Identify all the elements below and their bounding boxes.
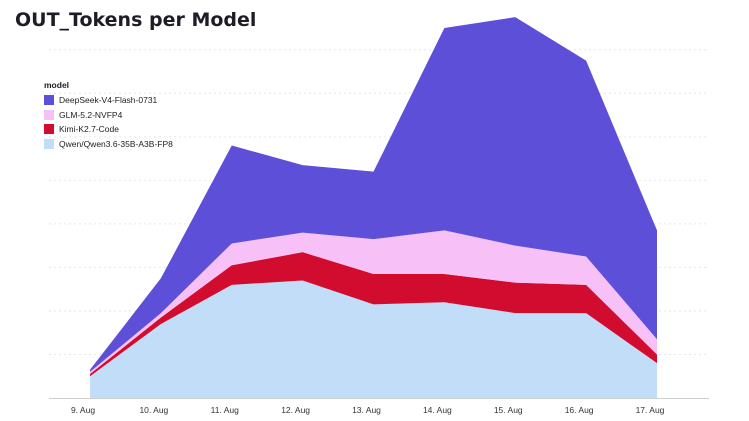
legend-label: DeepSeek-V4-Flash-0731	[59, 95, 158, 106]
legend: model DeepSeek-V4-Flash-0731 GLM-5.2-NVFP…	[44, 80, 173, 151]
series-area-2	[90, 230, 657, 375]
legend-swatch	[44, 95, 54, 106]
legend-label: GLM-5.2-NVFP4	[59, 109, 123, 120]
x-tick-label: 14. Aug	[423, 405, 452, 415]
chart-title: OUT_Tokens per Model	[15, 9, 257, 31]
legend-label: Kimi-K2.7-Code	[59, 124, 119, 135]
series-area-1	[90, 252, 657, 377]
legend-swatch	[44, 124, 54, 135]
legend-swatch	[44, 138, 54, 149]
x-tick-label: 15. Aug	[494, 405, 523, 415]
legend-item[interactable]: GLM-5.2-NVFP4	[44, 108, 173, 123]
legend-swatch	[44, 109, 54, 120]
legend-label: Qwen/Qwen3.6-35B-A3B-FP8	[59, 138, 173, 149]
legend-item[interactable]: Qwen/Qwen3.6-35B-A3B-FP8	[44, 137, 173, 152]
legend-item[interactable]: Kimi-K2.7-Code	[44, 122, 173, 137]
x-tick-label: 13. Aug	[352, 405, 381, 415]
x-tick-label: 11. Aug	[211, 405, 239, 415]
x-tick-label: 16. Aug	[565, 405, 594, 415]
x-tick-label: 9. Aug	[71, 405, 95, 415]
x-tick-label: 12. Aug	[281, 405, 310, 415]
x-tick-label: 17. Aug	[636, 405, 665, 415]
series-area-3	[90, 17, 657, 372]
legend-item[interactable]: DeepSeek-V4-Flash-0731	[44, 93, 173, 108]
x-tick-label: 10. Aug	[139, 405, 168, 415]
legend-title: model	[44, 80, 70, 90]
series-area-0	[90, 280, 657, 398]
